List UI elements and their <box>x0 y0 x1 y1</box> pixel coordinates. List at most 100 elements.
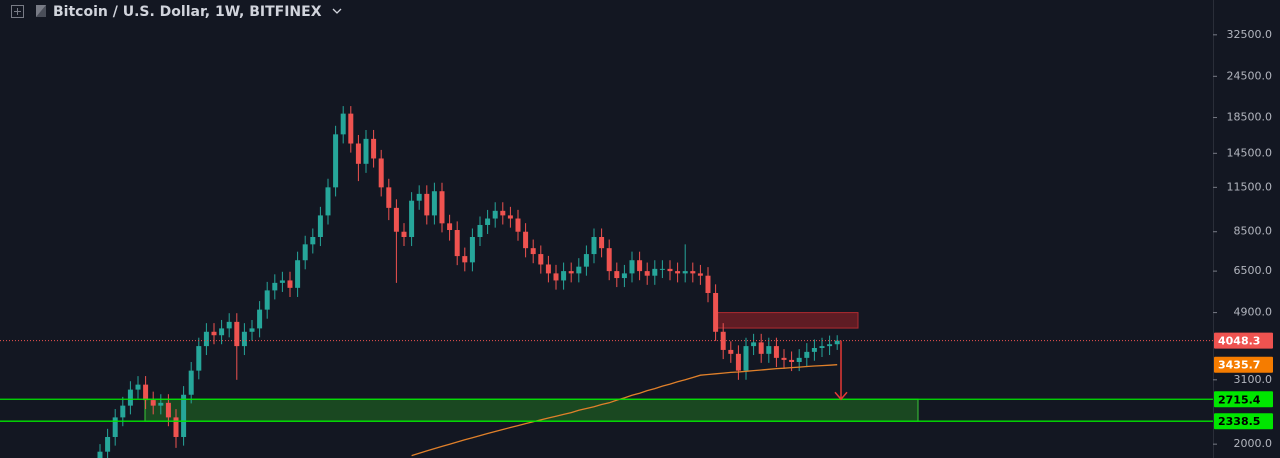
candle-body <box>439 191 445 224</box>
candle-body <box>523 231 529 249</box>
candle-body <box>652 268 658 276</box>
candle-body <box>811 348 817 352</box>
zone <box>144 398 919 422</box>
candle-body <box>333 134 339 188</box>
candle-body <box>355 143 361 164</box>
candle-body <box>112 417 118 437</box>
candle-body <box>279 280 285 283</box>
candle-body <box>173 417 179 437</box>
candle-body <box>637 260 643 272</box>
price-badge <box>1214 413 1273 430</box>
candle-body <box>135 384 141 390</box>
candle-body <box>644 271 650 276</box>
candle-body <box>143 384 149 401</box>
y-tick-label: 18500.0 <box>1227 111 1273 124</box>
y-tick-label: 11500.0 <box>1227 180 1273 193</box>
candle-body <box>728 349 734 354</box>
expand-icon[interactable] <box>11 5 24 18</box>
candle-body <box>211 331 217 336</box>
price-badge <box>1214 332 1273 349</box>
candle-body <box>538 254 544 265</box>
price-badge <box>1214 356 1273 373</box>
candle-body <box>120 405 126 418</box>
candle-body <box>241 331 247 347</box>
candle-body <box>150 400 156 406</box>
candle-body <box>621 273 627 279</box>
candle-body <box>485 218 491 225</box>
candle-body <box>819 346 825 349</box>
candle-body <box>325 187 331 216</box>
candle-body <box>363 138 369 164</box>
price-badge <box>1214 391 1273 408</box>
zone <box>714 312 859 329</box>
candle-body <box>553 273 559 281</box>
candle-body <box>386 187 392 208</box>
dropdown-chevron[interactable] <box>332 8 342 14</box>
candle-body <box>614 271 620 279</box>
candle-body <box>804 351 810 358</box>
candle-body <box>165 402 171 418</box>
candle-body <box>302 244 308 261</box>
candle-body <box>697 273 703 276</box>
candle-body <box>469 237 475 263</box>
candle-body <box>447 223 453 231</box>
candle-body <box>317 215 323 238</box>
candle-body <box>454 230 460 257</box>
candle-body <box>568 271 574 274</box>
candle-body <box>416 193 422 201</box>
candle-body <box>781 357 787 360</box>
candle-body <box>758 342 764 354</box>
candle-body <box>583 254 589 267</box>
chart-title: Bitcoin / U.S. Dollar, 1W, BITFINEX <box>53 4 322 20</box>
candle-body <box>789 359 795 362</box>
candle-body <box>751 342 757 347</box>
candle-body <box>530 248 536 255</box>
candle-body <box>310 237 316 245</box>
candle-body <box>606 248 612 272</box>
candle-body <box>713 292 719 332</box>
candle-body <box>462 256 468 263</box>
symbol-icon <box>36 5 46 17</box>
candle-body <box>378 158 384 188</box>
candle-body <box>705 275 711 293</box>
price-badge-label: 4048.3 <box>1218 335 1260 348</box>
candle-body <box>834 340 840 345</box>
y-tick-label: 3100.0 <box>1234 373 1273 386</box>
candle-body <box>743 346 749 371</box>
candle-body <box>287 280 293 288</box>
candle-body <box>219 328 225 336</box>
candle-body <box>773 346 779 358</box>
candle-body <box>766 346 772 354</box>
candle-body <box>188 370 194 395</box>
y-tick-label: 8500.0 <box>1234 225 1273 238</box>
candle-body <box>827 344 833 347</box>
candle-body <box>105 436 111 452</box>
candle-body <box>477 224 483 238</box>
candle-body <box>682 271 688 274</box>
candle-body <box>492 210 498 219</box>
candle-body <box>196 346 202 371</box>
candle-body <box>507 215 513 219</box>
candle-body <box>371 138 377 159</box>
candle-body <box>735 353 741 371</box>
price-badge-label: 3435.7 <box>1218 359 1260 372</box>
candle-body <box>226 321 232 329</box>
candle-body <box>591 237 597 255</box>
candle-body <box>409 200 415 238</box>
moving-average <box>411 364 838 457</box>
candle-body <box>401 231 407 238</box>
candle-body <box>424 193 430 216</box>
candle-body <box>515 218 521 232</box>
candle-body <box>500 210 506 216</box>
price-badge-label: 2338.5 <box>1218 415 1260 428</box>
price-badge-label: 2715.4 <box>1218 393 1261 406</box>
candle-body <box>272 282 278 291</box>
candle-body <box>576 266 582 274</box>
candle-body <box>203 331 209 347</box>
y-tick-label: 4900.0 <box>1234 306 1273 319</box>
candle-body <box>431 191 437 216</box>
candle-body <box>545 264 551 274</box>
y-tick-label: 32500.0 <box>1227 28 1273 41</box>
